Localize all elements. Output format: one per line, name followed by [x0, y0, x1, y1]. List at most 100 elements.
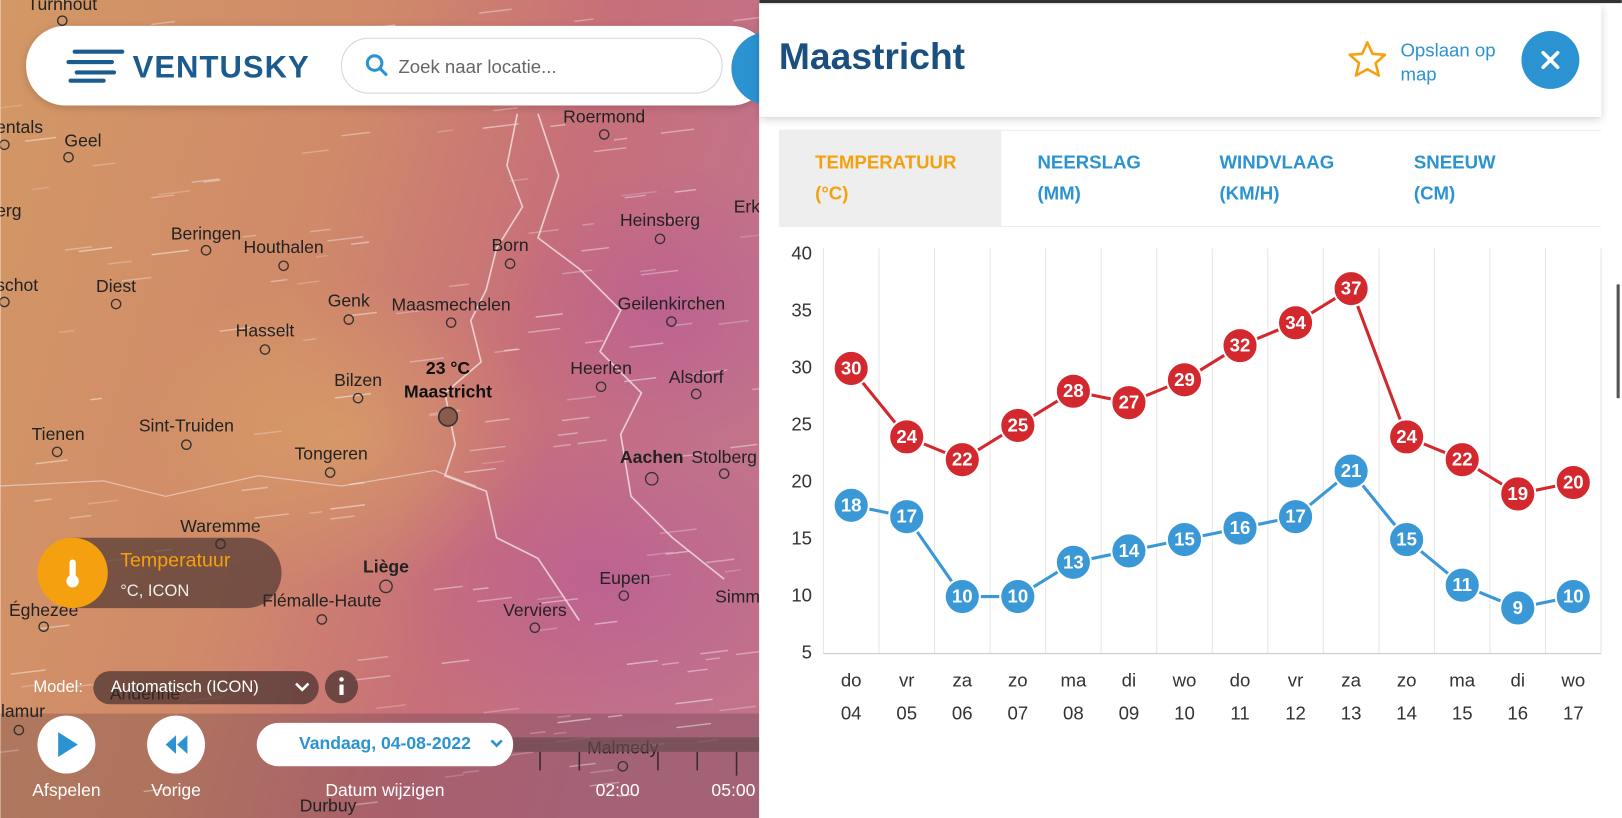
city-label[interactable]: Durbuy — [300, 795, 357, 815]
city-label[interactable]: Stolberg — [691, 447, 756, 467]
city-label[interactable]: Alsdorf — [669, 367, 724, 387]
point[interactable] — [1165, 520, 1204, 559]
point[interactable] — [1388, 520, 1426, 559]
point[interactable] — [1110, 532, 1148, 570]
point-label: 24 — [896, 426, 917, 447]
city-label[interactable]: erg — [0, 201, 22, 221]
city-label[interactable]: Heinsberg — [620, 210, 700, 230]
wind-streak — [327, 236, 364, 242]
city-label[interactable]: entals — [0, 117, 43, 137]
city-dot — [595, 381, 607, 393]
point[interactable] — [1499, 475, 1537, 513]
point[interactable] — [888, 498, 926, 536]
active-tab[interactable] — [778, 130, 1002, 227]
x-tick-date: 15 — [1452, 703, 1473, 724]
city-label[interactable]: Waremme — [180, 516, 260, 536]
city-label[interactable]: Flémalle-Haute — [262, 591, 381, 611]
save-label[interactable]: map — [1400, 63, 1436, 84]
city-label[interactable]: Aachen — [620, 447, 684, 467]
point[interactable] — [943, 441, 981, 479]
city-label[interactable]: Verviers — [503, 600, 567, 620]
tab-label[interactable]: (KM/H) — [1219, 182, 1279, 203]
wind-streak — [297, 280, 320, 285]
point[interactable] — [1332, 452, 1370, 490]
save-label[interactable]: Opslaan op — [1400, 40, 1495, 61]
city-label[interactable]: Genk — [328, 291, 370, 311]
scrollbar[interactable] — [1616, 284, 1620, 399]
city-label[interactable]: Born — [491, 235, 528, 255]
point[interactable] — [1332, 269, 1370, 308]
point[interactable] — [888, 418, 926, 456]
point[interactable] — [1554, 577, 1592, 616]
city-dot — [0, 139, 10, 151]
point[interactable] — [832, 486, 870, 524]
wind-streak — [660, 128, 695, 134]
wind-streak — [566, 395, 597, 401]
model-select[interactable] — [93, 671, 319, 705]
tab-label[interactable]: WINDVLAAG — [1219, 151, 1334, 172]
city-label[interactable]: Erk — [734, 197, 761, 217]
city-label[interactable]: Eupen — [599, 568, 650, 588]
wind-streak — [668, 216, 698, 222]
wind-streak — [479, 8, 512, 14]
wind-streak — [242, 234, 257, 238]
point[interactable] — [999, 577, 1037, 616]
point[interactable] — [1443, 441, 1481, 479]
point[interactable] — [1276, 498, 1315, 536]
city-label[interactable]: Heerlen — [570, 358, 632, 378]
timeline[interactable] — [513, 737, 760, 752]
city-label[interactable]: Geel — [64, 130, 101, 150]
city-label[interactable]: Simm — [715, 586, 760, 606]
tab-label[interactable]: SNEEUW — [1414, 151, 1496, 172]
city-label[interactable]: Sint-Truiden — [139, 416, 234, 436]
wind-streak — [593, 147, 627, 153]
city-label[interactable]: Bilzen — [334, 370, 382, 390]
city-label[interactable]: Beringen — [171, 223, 241, 243]
search-box[interactable] — [340, 37, 723, 94]
point[interactable] — [1054, 543, 1092, 581]
city-label[interactable]: Roermond — [563, 107, 645, 127]
city-label[interactable]: Diest — [96, 276, 136, 296]
city-label[interactable]: Turnhout — [27, 0, 97, 14]
point[interactable] — [1221, 327, 1259, 365]
point[interactable] — [1054, 372, 1092, 410]
city-label[interactable]: schot — [0, 275, 38, 295]
point[interactable] — [1165, 361, 1204, 399]
point[interactable] — [1499, 589, 1537, 627]
point[interactable] — [1221, 509, 1259, 547]
star-icon[interactable] — [1348, 41, 1387, 77]
point[interactable] — [1443, 566, 1481, 604]
point[interactable] — [1554, 463, 1592, 502]
date-select[interactable] — [256, 722, 514, 767]
city-label[interactable]: Maasmechelen — [392, 295, 511, 315]
point[interactable] — [943, 577, 981, 616]
point[interactable] — [832, 349, 870, 388]
city-label[interactable]: Hasselt — [236, 321, 295, 341]
point[interactable] — [1110, 384, 1148, 422]
point[interactable] — [999, 406, 1037, 445]
tab-label[interactable]: TEMPERATUUR — [815, 151, 957, 172]
tab-label[interactable]: NEERSLAG — [1037, 151, 1140, 172]
point-label: 10 — [1007, 586, 1028, 607]
city-label[interactable]: Liège — [363, 556, 409, 576]
x-tick-label: ma — [1449, 669, 1476, 690]
city-label[interactable]: Tongeren — [295, 444, 368, 464]
logo[interactable]: VENTUSKY — [133, 49, 310, 84]
tab-label[interactable]: (°C) — [815, 182, 848, 203]
city-label[interactable]: Geilenkirchen — [618, 294, 725, 314]
point-label: 32 — [1230, 335, 1251, 356]
wind-streak — [409, 357, 444, 363]
city-label[interactable]: Houthalen — [244, 237, 324, 257]
wind-streak — [270, 278, 288, 283]
tab-label[interactable]: (CM) — [1414, 182, 1455, 203]
wind-streak — [661, 661, 679, 666]
tab-label[interactable]: (MM) — [1037, 182, 1080, 203]
marker-dot[interactable] — [437, 406, 459, 427]
city-label[interactable]: lamur — [1, 701, 45, 721]
wind-streak — [476, 596, 512, 603]
city-label[interactable]: Tienen — [32, 424, 85, 444]
time-label[interactable]: 05:00 — [711, 780, 755, 800]
time-label[interactable]: 02:00 — [596, 780, 640, 800]
point[interactable] — [1388, 418, 1426, 456]
point[interactable] — [1276, 304, 1315, 342]
